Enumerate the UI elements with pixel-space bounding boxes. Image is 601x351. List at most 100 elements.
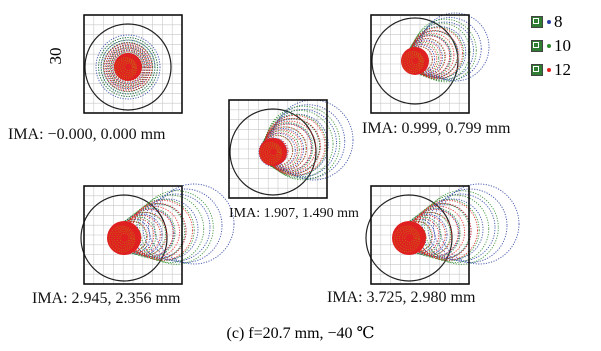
spot-ring — [413, 18, 477, 83]
spot-ring — [412, 205, 466, 259]
spot-ring — [103, 42, 153, 92]
spot-core-ring — [264, 144, 280, 160]
legend-dot-icon — [547, 68, 551, 72]
spot-ring — [105, 44, 151, 90]
legend-label: 12 — [554, 60, 571, 79]
spot-core-ring — [393, 225, 421, 253]
spot-ring — [107, 46, 149, 88]
airy-reference-circle — [365, 194, 453, 282]
panel-label-2: IMA: 0.999, 0.799 mm — [362, 120, 511, 137]
spot-ring — [100, 39, 156, 95]
spot-panel-4 — [80, 183, 235, 285]
legend-item-8: 8 — [531, 10, 571, 34]
spot-core-ring — [262, 143, 281, 162]
spot-ring — [402, 221, 433, 252]
spot-core-ring — [269, 147, 278, 156]
spot-ring — [112, 51, 144, 83]
spot-core-ring — [411, 56, 420, 65]
spot-ring — [408, 211, 453, 256]
spot-core-ring — [406, 53, 422, 69]
spot-ring — [267, 113, 329, 176]
spot-ring — [124, 207, 176, 259]
spot-core-ring — [404, 52, 423, 71]
spot-ring — [263, 123, 313, 172]
panel-label-3: IMA: 1.907, 1.490 mm — [229, 206, 359, 221]
airy-reference-circle — [371, 17, 459, 105]
spot-ring — [420, 12, 490, 82]
spot-core-ring — [401, 231, 416, 246]
spot-ring — [433, 188, 508, 263]
spot-panel-5 — [365, 183, 520, 285]
spot-ring — [139, 190, 214, 265]
panel-frame — [83, 14, 183, 114]
legend-dot-icon — [547, 44, 551, 48]
spot-ring — [110, 49, 146, 85]
spot-ring — [262, 135, 294, 166]
spot-ring — [263, 126, 308, 171]
spot-ring — [95, 34, 161, 100]
legend-item-12: 12 — [531, 58, 571, 82]
spot-core-ring — [404, 232, 415, 243]
airy-reference-circle — [80, 194, 168, 282]
spot-ring — [262, 128, 304, 170]
spot-core-ring — [396, 227, 419, 250]
spot-core-ring — [115, 57, 137, 79]
legend-dot-icon — [547, 20, 551, 24]
spot-ring — [420, 194, 490, 264]
spot-core-ring — [260, 142, 282, 164]
panel-label-1: IMA: −0.000, 0.000 mm — [8, 126, 166, 143]
spot-ring — [148, 188, 223, 263]
spot-core-ring — [119, 59, 135, 75]
spot-ring — [262, 122, 314, 173]
spot-core-ring — [124, 62, 133, 71]
legend-checkbox-icon — [531, 16, 543, 28]
spot-ring — [117, 221, 148, 252]
spot-core-ring — [408, 55, 421, 67]
spot-ring — [263, 120, 317, 173]
spot-core-ring — [266, 146, 279, 158]
legend-label: 8 — [554, 12, 563, 31]
spot-ring — [108, 47, 148, 87]
spot-ring — [424, 190, 499, 265]
spot-core — [114, 53, 142, 81]
legend-label: 10 — [554, 36, 571, 55]
spot-core-ring — [402, 51, 424, 73]
panel-label-4: IMA: 2.945, 2.356 mm — [32, 290, 181, 307]
legend-checkbox-icon — [531, 64, 543, 76]
spot-ring — [98, 37, 158, 97]
spot-ring — [418, 17, 482, 81]
spot-ring — [111, 50, 145, 84]
spot-core-ring — [399, 229, 418, 248]
spot-panel-2 — [370, 12, 490, 114]
panel-frame — [228, 99, 328, 199]
figure-caption: (c) f=20.7 mm, −40 ℃ — [226, 325, 375, 342]
spot-ring — [153, 183, 235, 265]
spot-core-ring — [116, 231, 131, 246]
spot-ring — [107, 46, 149, 88]
airy-reference-circle — [229, 108, 317, 196]
spot-ring — [261, 130, 300, 170]
spot-ring — [264, 117, 321, 175]
panel-frame — [370, 14, 470, 114]
legend: 8 10 12 — [531, 10, 571, 82]
panel-frame — [83, 185, 183, 285]
spot-ring — [127, 205, 181, 259]
spot-ring — [129, 202, 187, 260]
spot-core-ring — [121, 61, 134, 73]
spot-core-ring — [111, 227, 134, 250]
legend-checkbox-icon — [531, 40, 543, 52]
spot-ring — [128, 203, 186, 260]
spot-ring — [105, 44, 151, 90]
spot-core — [259, 138, 287, 166]
spot-core-ring — [108, 225, 136, 253]
spot-ring — [264, 109, 334, 179]
panel-label-5: IMA: 3.725, 2.980 mm — [327, 289, 476, 306]
spot-ring — [123, 211, 168, 256]
spot-panel-1 — [83, 14, 183, 114]
spot-ring — [408, 38, 446, 76]
panel-frame — [370, 185, 470, 285]
spot-core-ring — [119, 232, 130, 243]
spot-ring — [408, 40, 442, 75]
